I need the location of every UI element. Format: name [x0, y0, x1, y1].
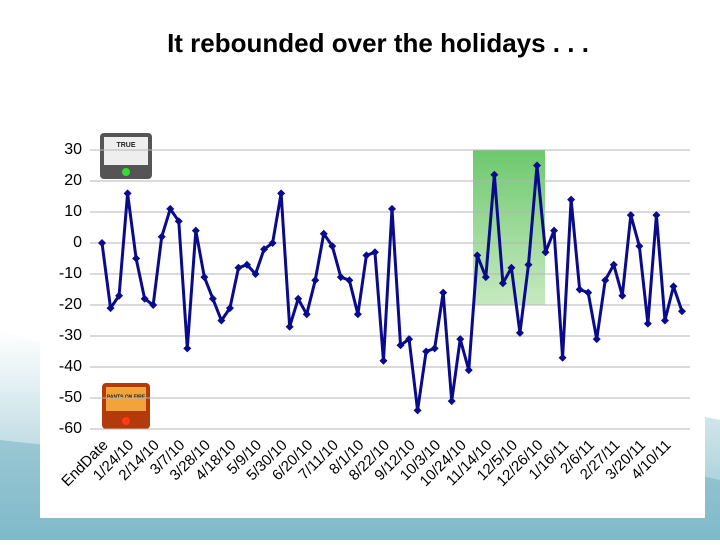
marker [132, 254, 141, 263]
marker [490, 170, 499, 179]
marker [626, 211, 635, 220]
marker [379, 356, 388, 365]
marker [191, 226, 200, 235]
marker [149, 301, 158, 309]
marker [311, 276, 320, 285]
true-icon: TRUE [100, 133, 152, 179]
marker [575, 285, 584, 294]
marker [430, 344, 439, 353]
marker [592, 335, 601, 344]
marker [200, 273, 209, 282]
marker [260, 245, 269, 254]
marker [251, 270, 260, 278]
marker [464, 366, 473, 375]
marker [422, 347, 431, 356]
marker [567, 195, 576, 204]
marker [413, 406, 422, 415]
marker [669, 282, 678, 291]
marker [507, 263, 516, 272]
y-tick-label: -10 [59, 265, 82, 282]
marker [473, 251, 482, 260]
marker [524, 260, 533, 269]
icon-label: PANTS ON FIRE [107, 394, 146, 400]
marker [370, 248, 379, 257]
y-tick-label: 20 [64, 172, 82, 189]
marker [115, 291, 124, 300]
marker [584, 288, 593, 297]
marker [388, 204, 396, 213]
marker [550, 226, 559, 235]
marker [336, 273, 345, 282]
marker [609, 260, 618, 269]
marker [533, 161, 541, 170]
marker [515, 328, 524, 337]
marker [660, 316, 669, 325]
marker [498, 279, 507, 288]
y-tick-label: -60 [59, 420, 82, 437]
y-tick-label: -40 [59, 358, 82, 375]
marker [353, 310, 362, 319]
marker [652, 211, 661, 220]
marker [447, 397, 456, 406]
marker [362, 251, 371, 260]
marker [277, 189, 286, 198]
marker [140, 294, 149, 303]
y-tick-label: 10 [64, 203, 82, 220]
marker [618, 291, 627, 300]
marker [225, 304, 234, 313]
marker [285, 322, 294, 331]
marker [541, 248, 550, 257]
marker [345, 276, 354, 285]
marker [678, 307, 686, 316]
highlight [473, 150, 545, 305]
marker [183, 344, 192, 353]
marker [157, 232, 166, 241]
marker [328, 242, 337, 251]
marker [558, 353, 567, 362]
marker [601, 276, 610, 285]
title-box [106, 22, 650, 66]
marker [481, 273, 490, 282]
marker [174, 217, 183, 226]
marker [166, 204, 175, 213]
plot: 3020100-10-20-30-40-50-60EndDate1/24/102… [58, 141, 690, 490]
y-tick-label: -50 [59, 389, 82, 406]
marker [217, 316, 226, 325]
y-tick-label: 0 [73, 234, 82, 251]
marker [319, 229, 328, 238]
marker [456, 335, 465, 344]
slide-title: It rebounded over the holidays . . . [167, 28, 589, 58]
marker [123, 189, 132, 198]
marker [106, 304, 115, 313]
marker [268, 239, 277, 247]
marker [302, 310, 311, 319]
marker [396, 341, 405, 350]
y-tick-label: -30 [59, 327, 82, 344]
marker [405, 335, 414, 344]
y-tick-label: -20 [59, 296, 82, 313]
marker [439, 288, 448, 297]
y-tick-label: 30 [64, 141, 82, 158]
marker [243, 260, 251, 269]
marker [643, 319, 652, 328]
icon-label: TRUE [116, 142, 135, 149]
marker [98, 239, 106, 247]
marker [294, 294, 303, 303]
marker [208, 294, 217, 303]
marker [234, 263, 243, 272]
marker [635, 242, 644, 251]
pants-icon: PANTS ON FIRE [102, 383, 150, 429]
